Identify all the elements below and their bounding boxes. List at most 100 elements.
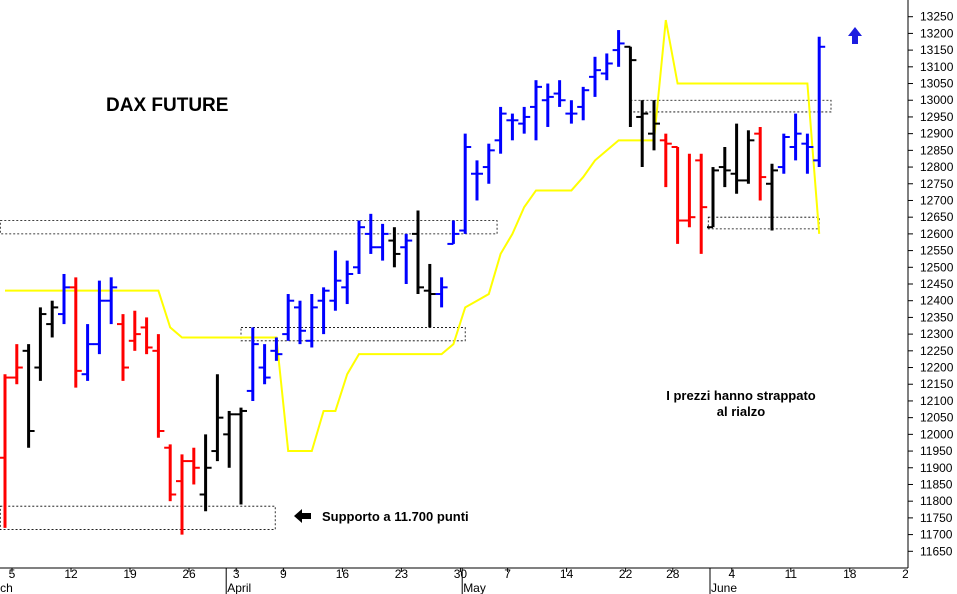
ohlc-bar: [742, 130, 755, 184]
y-tick-label: 12550: [920, 244, 954, 258]
note-text: al rialzo: [717, 404, 765, 419]
note-text: I prezzi hanno strappato: [666, 388, 816, 403]
ohlc-bar: [93, 280, 106, 355]
ohlc-bar: [22, 344, 35, 448]
x-tick-label: 25: [902, 567, 916, 581]
y-tick-label: 11850: [920, 477, 953, 491]
ohlc-bar: [69, 277, 82, 388]
x-tick-label: 12: [64, 567, 78, 581]
ohlc-bar: [81, 324, 94, 381]
ohlc-bar: [364, 213, 377, 254]
y-tick-label: 13000: [920, 93, 954, 107]
y-tick-label: 12250: [920, 344, 954, 358]
ohlc-bar: [46, 300, 59, 338]
y-tick-label: 13100: [920, 60, 954, 74]
month-label: April: [227, 581, 251, 594]
ohlc-bar: [211, 374, 224, 462]
ohlc-bar: [777, 133, 790, 174]
y-tick-label: 13200: [920, 26, 954, 40]
y-tick-label: 11650: [920, 544, 953, 558]
ohlc-bar: [270, 337, 283, 361]
ohlc-bar: [0, 374, 11, 528]
x-tick-label: 30: [454, 567, 468, 581]
y-tick-label: 12000: [920, 427, 954, 441]
ohlc-bar: [612, 30, 625, 67]
x-tick-label: 11: [785, 567, 798, 581]
y-tick-label: 11950: [920, 444, 953, 458]
ohlc-bar: [459, 133, 472, 234]
arrow-left: [294, 509, 311, 523]
arrow-up: [848, 27, 862, 44]
y-tick-label: 12800: [920, 160, 954, 174]
zone: [0, 220, 498, 235]
ohlc-bar: [577, 86, 590, 121]
y-tick-label: 12100: [920, 394, 954, 408]
ohlc-bar: [636, 100, 649, 168]
ohlc-bar: [695, 153, 708, 254]
chart-title: DAX FUTURE: [106, 95, 228, 116]
y-tick-label: 11800: [920, 494, 953, 508]
y-tick-label: 12450: [920, 277, 954, 291]
zone: [707, 216, 820, 230]
y-tick-label: 12400: [920, 294, 954, 308]
ohlc-bar: [718, 147, 731, 188]
ohlc-bar: [164, 444, 177, 502]
ohlc-bar: [140, 317, 153, 355]
ohlc-bar: [553, 80, 566, 107]
ohlc-bar: [482, 143, 495, 184]
x-tick-label: 16: [336, 567, 350, 581]
y-tick-label: 12050: [920, 411, 954, 425]
ohlc-bar: [329, 250, 342, 311]
ohlc-bar: [435, 277, 448, 308]
ohlc-bar: [813, 36, 826, 168]
ohlc-bar: [34, 307, 47, 381]
ohlc-bar: [305, 294, 318, 348]
x-tick-label: 4: [728, 567, 735, 581]
ohlc-bar: [730, 123, 743, 194]
ohlc-bar: [128, 310, 141, 351]
ohlc-bar: [412, 210, 424, 295]
ohlc-bar: [659, 133, 672, 188]
ohlc-bar: [541, 83, 554, 127]
zone: [0, 505, 276, 530]
ohlc-bar: [187, 447, 200, 485]
y-tick-label: 12950: [920, 110, 954, 124]
ohlc-bar: [317, 287, 330, 335]
ohlc-bar: [10, 344, 23, 385]
x-tick-label: 28: [666, 567, 680, 581]
ohlc-bar: [199, 434, 212, 512]
y-tick-label: 12350: [920, 310, 954, 324]
y-tick-label: 12500: [920, 260, 954, 274]
y-tick-label: 11700: [920, 528, 953, 542]
y-tick-label: 12750: [920, 177, 954, 191]
zone: [240, 327, 466, 342]
y-tick-label: 12700: [920, 193, 954, 207]
ohlc-bar: [801, 133, 814, 174]
ohlc-bar: [494, 106, 507, 154]
ohlc-bar: [105, 277, 118, 325]
ohlc-bar: [766, 163, 778, 231]
ohlc-bar: [471, 160, 483, 201]
ohlc-bar: [707, 167, 719, 229]
ohlc-bar: [600, 53, 613, 81]
ohlc-bar: [671, 146, 684, 244]
ohlc-bar: [58, 273, 70, 325]
y-tick-label: 13050: [920, 77, 954, 91]
ohlc-bar: [648, 100, 660, 151]
y-tick-label: 12200: [920, 361, 954, 375]
ohlc-bar: [754, 126, 767, 201]
x-tick-label: 7: [504, 567, 511, 581]
y-tick-label: 12150: [920, 377, 954, 391]
month-label: June: [711, 581, 737, 594]
y-tick-label: 13250: [920, 10, 954, 24]
ohlc-bar: [506, 113, 519, 141]
zone: [630, 99, 832, 113]
x-tick-label: 23: [395, 567, 409, 581]
ohlc-bar: [423, 263, 436, 328]
ohlc-bar: [789, 113, 802, 161]
ohlc-bar: [258, 344, 271, 385]
x-tick-label: 3: [233, 567, 240, 581]
ohlc-bar: [282, 294, 295, 341]
ohlc-bar: [176, 454, 188, 535]
